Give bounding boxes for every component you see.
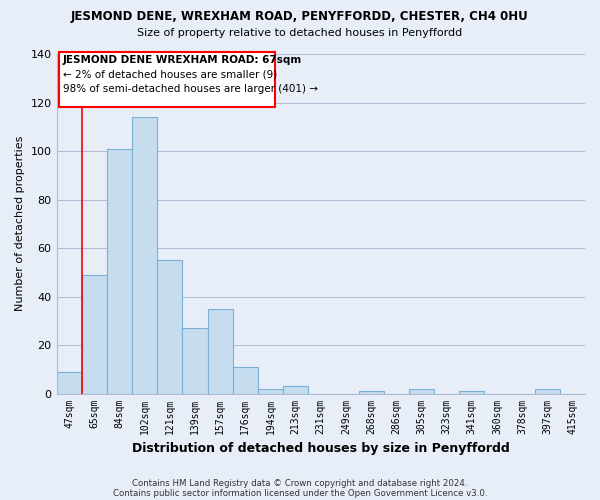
Text: Size of property relative to detached houses in Penyffordd: Size of property relative to detached ho… — [137, 28, 463, 38]
Bar — [359, 391, 383, 394]
Bar — [258, 388, 283, 394]
Bar — [82, 274, 107, 394]
Text: JESMOND DENE WREXHAM ROAD: 67sqm: JESMOND DENE WREXHAM ROAD: 67sqm — [63, 55, 302, 65]
Bar — [182, 328, 208, 394]
Text: JESMOND DENE, WREXHAM ROAD, PENYFFORDD, CHESTER, CH4 0HU: JESMOND DENE, WREXHAM ROAD, PENYFFORDD, … — [71, 10, 529, 23]
Bar — [535, 388, 560, 394]
FancyBboxPatch shape — [59, 52, 275, 108]
Bar — [107, 148, 132, 394]
Y-axis label: Number of detached properties: Number of detached properties — [15, 136, 25, 312]
Bar — [459, 391, 484, 394]
Bar — [208, 308, 233, 394]
Text: Contains HM Land Registry data © Crown copyright and database right 2024.: Contains HM Land Registry data © Crown c… — [132, 478, 468, 488]
Text: Contains public sector information licensed under the Open Government Licence v3: Contains public sector information licen… — [113, 488, 487, 498]
X-axis label: Distribution of detached houses by size in Penyffordd: Distribution of detached houses by size … — [132, 442, 509, 455]
Text: 98% of semi-detached houses are larger (401) →: 98% of semi-detached houses are larger (… — [63, 84, 318, 94]
Bar — [283, 386, 308, 394]
Bar — [56, 372, 82, 394]
Bar — [132, 117, 157, 394]
Bar — [233, 367, 258, 394]
Bar — [157, 260, 182, 394]
Bar — [409, 388, 434, 394]
Text: ← 2% of detached houses are smaller (9): ← 2% of detached houses are smaller (9) — [63, 70, 277, 80]
